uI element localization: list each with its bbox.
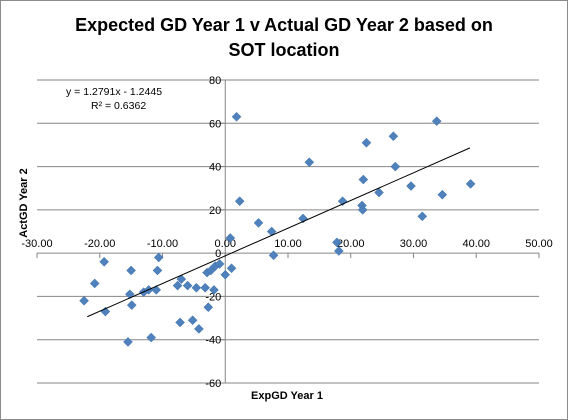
data-point — [220, 269, 231, 280]
data-point — [225, 233, 236, 243]
y-tick-label: -40 — [205, 335, 221, 347]
data-point — [406, 181, 416, 191]
data-point — [146, 332, 157, 343]
x-tick-label: 30.00 — [400, 238, 428, 250]
data-point — [390, 161, 401, 172]
data-point — [209, 285, 219, 295]
y-tick-label: 40 — [209, 162, 221, 174]
data-point — [266, 226, 277, 237]
data-point — [200, 282, 211, 293]
data-point — [231, 111, 242, 122]
data-point — [361, 137, 372, 148]
x-tick-label: -10.00 — [147, 238, 178, 250]
y-tick-label: 20 — [209, 205, 221, 217]
x-tick-label: 20.00 — [337, 238, 365, 250]
data-point — [214, 259, 225, 269]
x-tick-label: -20.00 — [84, 238, 115, 250]
gridlines — [37, 79, 539, 384]
x-tick-label: 10.00 — [274, 238, 302, 250]
data-point — [176, 274, 187, 284]
trendline-equation: y = 1.2791x - 1.2445 — [66, 86, 162, 98]
data-point — [191, 282, 202, 293]
data-point — [465, 179, 476, 189]
data-point — [203, 302, 214, 313]
data-point — [175, 317, 185, 328]
data-points — [79, 111, 476, 347]
data-point — [333, 246, 344, 256]
x-axis-title: ExpGD Year 1 — [251, 390, 323, 402]
y-axis-title: ActGD Year 2 — [18, 168, 30, 238]
y-tick-label: -60 — [205, 378, 221, 390]
data-point — [268, 250, 279, 261]
data-point — [253, 217, 264, 228]
data-point — [153, 252, 164, 263]
data-point — [358, 174, 369, 185]
data-point — [194, 324, 204, 334]
data-point — [126, 300, 137, 310]
tick-labels: -30.00 -20.00 -10.00 0.00 10.00 20.00 30.00 40.… — [21, 75, 552, 390]
data-point — [234, 196, 245, 207]
chart-title-line-2: SOT location — [228, 40, 339, 60]
x-tick-label: -30.00 — [21, 238, 52, 250]
data-point — [226, 263, 237, 274]
trendline-group — [86, 147, 471, 318]
data-point — [357, 205, 368, 215]
trendline-r-squared: R² = 0.6362 — [91, 100, 146, 112]
y-tick-label: -20 — [205, 291, 221, 303]
data-point — [182, 280, 193, 291]
data-point — [79, 295, 89, 306]
data-point — [99, 256, 109, 267]
axes — [36, 79, 540, 384]
data-point — [172, 280, 183, 291]
data-point — [126, 265, 136, 276]
data-point — [123, 337, 133, 347]
data-point — [437, 189, 448, 200]
data-point — [417, 211, 428, 222]
y-tick-label: 0 — [215, 248, 221, 260]
data-point — [431, 116, 442, 126]
data-point — [187, 315, 198, 326]
data-point — [374, 187, 384, 198]
data-point — [152, 265, 163, 276]
y-tick-label: 60 — [209, 118, 221, 130]
chart-title-line-1: Expected GD Year 1 v Actual GD Year 2 ba… — [75, 15, 493, 35]
x-tick-label: 50.00 — [525, 238, 553, 250]
data-point — [304, 157, 315, 168]
data-point — [89, 278, 100, 289]
x-tick-label: 40.00 — [462, 238, 490, 250]
y-tick-label: 80 — [209, 75, 221, 87]
trendline — [86, 147, 471, 318]
data-point — [388, 131, 399, 142]
data-point — [332, 237, 342, 248]
